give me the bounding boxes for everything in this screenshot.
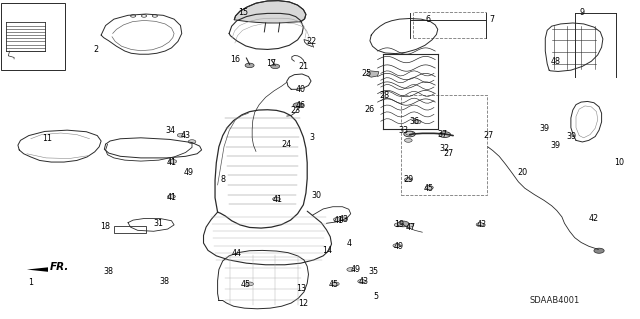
Text: 42: 42 (589, 214, 599, 223)
Text: 41: 41 (166, 193, 177, 202)
Text: 36: 36 (410, 117, 420, 126)
Circle shape (347, 268, 355, 271)
Text: 15: 15 (238, 8, 248, 17)
Text: 5: 5 (373, 292, 378, 300)
Polygon shape (234, 1, 306, 23)
Text: 16: 16 (230, 55, 240, 63)
Circle shape (594, 248, 604, 253)
Text: 4: 4 (347, 239, 352, 248)
Text: 47: 47 (405, 223, 415, 232)
Text: 23: 23 (291, 106, 301, 115)
Bar (1, 3, 65, 70)
Polygon shape (27, 267, 48, 272)
Text: 41: 41 (273, 195, 283, 204)
Text: 21: 21 (298, 63, 308, 71)
Text: 10: 10 (614, 158, 624, 167)
Circle shape (406, 223, 413, 227)
Text: 8: 8 (220, 175, 225, 184)
Text: 38: 38 (159, 277, 170, 286)
Circle shape (476, 223, 484, 226)
Text: 12: 12 (298, 299, 308, 308)
Circle shape (333, 218, 341, 221)
Circle shape (293, 103, 303, 108)
Text: 49: 49 (184, 168, 194, 177)
Circle shape (404, 178, 412, 182)
Circle shape (177, 133, 185, 137)
Circle shape (273, 197, 280, 201)
Text: 1: 1 (28, 278, 33, 287)
Text: 41: 41 (166, 158, 177, 167)
Text: 17: 17 (266, 59, 276, 68)
Text: 13: 13 (296, 284, 306, 293)
Text: FR.: FR. (50, 262, 69, 272)
Text: 34: 34 (165, 126, 175, 135)
Text: 45: 45 (241, 280, 251, 289)
Text: 48: 48 (550, 57, 561, 66)
Text: 40: 40 (296, 85, 306, 94)
Circle shape (439, 132, 451, 137)
Text: 46: 46 (296, 101, 306, 110)
Circle shape (169, 160, 177, 163)
Circle shape (393, 244, 401, 248)
Circle shape (246, 282, 253, 286)
Bar (413, 12, 486, 38)
Bar (114, 226, 146, 233)
Text: 11: 11 (42, 134, 52, 143)
Text: 45: 45 (329, 280, 339, 289)
Text: 45: 45 (424, 184, 434, 193)
Text: 44: 44 (232, 249, 242, 258)
Text: 31: 31 (154, 219, 164, 228)
Text: 29: 29 (403, 175, 413, 184)
Text: 27: 27 (443, 149, 453, 158)
Text: 39: 39 (550, 141, 561, 150)
Text: 24: 24 (282, 140, 292, 149)
Polygon shape (366, 71, 379, 77)
Circle shape (358, 279, 365, 283)
Text: 32: 32 (439, 144, 449, 153)
Circle shape (397, 221, 409, 227)
Text: 25: 25 (362, 69, 372, 78)
Circle shape (271, 64, 280, 69)
Text: 18: 18 (100, 222, 111, 231)
Text: 43: 43 (358, 277, 369, 286)
Text: 35: 35 (369, 267, 379, 276)
Text: 43: 43 (339, 215, 349, 224)
Text: 39: 39 (539, 124, 549, 133)
Text: 22: 22 (306, 37, 316, 46)
Text: 26: 26 (364, 105, 374, 114)
Text: 9: 9 (580, 8, 585, 17)
Circle shape (332, 282, 339, 286)
Text: 7: 7 (489, 15, 494, 24)
Text: 43: 43 (180, 131, 191, 140)
Text: 3: 3 (310, 133, 315, 142)
Circle shape (168, 195, 175, 198)
Text: 14: 14 (322, 246, 332, 255)
Circle shape (406, 131, 413, 135)
Circle shape (404, 131, 415, 137)
Circle shape (394, 223, 402, 227)
Text: 39: 39 (566, 132, 577, 141)
Circle shape (245, 63, 254, 68)
Circle shape (413, 120, 421, 124)
Circle shape (340, 217, 348, 221)
Text: 28: 28 (380, 91, 390, 100)
Text: 2: 2 (93, 45, 99, 54)
Text: 49: 49 (351, 265, 361, 274)
Text: 41: 41 (333, 216, 344, 225)
Text: 30: 30 (311, 191, 321, 200)
Text: 37: 37 (437, 130, 447, 139)
Text: 19: 19 (394, 220, 404, 229)
Text: 43: 43 (476, 220, 486, 229)
Text: SDAAB4001: SDAAB4001 (530, 296, 580, 305)
Circle shape (404, 138, 412, 142)
Text: 33: 33 (399, 126, 409, 135)
Circle shape (426, 186, 433, 189)
Circle shape (188, 140, 196, 144)
Text: 20: 20 (517, 168, 527, 177)
Bar (401, 95, 487, 195)
Text: 38: 38 (104, 267, 114, 276)
Text: 27: 27 (484, 131, 494, 140)
Text: 49: 49 (394, 242, 404, 251)
Text: 6: 6 (425, 15, 430, 24)
